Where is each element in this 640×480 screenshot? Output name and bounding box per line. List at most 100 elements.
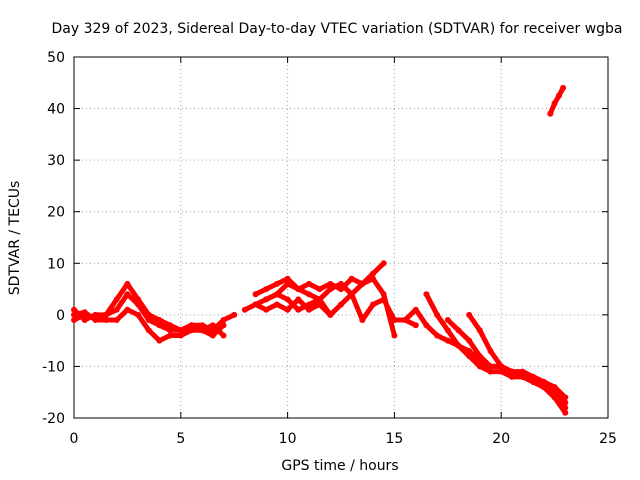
data-point-track-k-9	[562, 394, 569, 401]
data-point-track-g-0	[241, 306, 248, 313]
y-axis-label: SDTVAR / TECUs	[7, 181, 23, 296]
y-tick-label-6: 40	[47, 102, 65, 118]
data-point-track-f-11	[380, 296, 387, 303]
data-point-track-i-7	[498, 368, 505, 375]
data-point-track-i-5	[476, 363, 483, 370]
series-line-track-k	[466, 312, 568, 400]
data-point-track-f-2	[284, 296, 291, 303]
y-tick-label-0: -20	[42, 411, 65, 427]
data-point-track-e-3	[284, 275, 291, 282]
data-point-track-h-4	[434, 332, 441, 339]
data-point-track-b-6	[135, 301, 142, 308]
y-tick-label-5: 30	[47, 153, 65, 169]
data-point-track-c-7	[145, 327, 152, 334]
data-point-track-b-14	[220, 317, 227, 323]
data-point-track-k-2	[487, 348, 494, 354]
x-tick-label-1: 5	[176, 431, 185, 447]
data-point-track-g-7	[316, 301, 323, 308]
plot-frame	[73, 56, 609, 419]
data-point-track-l-2	[555, 92, 562, 99]
data-point-track-e-4	[295, 286, 302, 293]
data-point-track-e-7	[327, 286, 334, 293]
axis-ticks: 0 5 10 15 20 25 -20 -10 0 10 20 30 40 50	[42, 50, 617, 447]
data-point-track-e-8	[338, 280, 344, 287]
x-tick-label-0: 0	[70, 431, 79, 447]
data-point-track-j-9	[540, 384, 547, 391]
y-tick-label-7: 50	[47, 50, 65, 66]
data-point-track-c-6	[135, 311, 142, 318]
data-point-track-f-3	[295, 306, 302, 313]
data-point-track-c-3	[103, 317, 109, 323]
data-point-track-h-3	[423, 322, 430, 329]
data-point-track-e-5	[306, 291, 312, 298]
data-point-track-d-6	[316, 286, 323, 293]
data-point-track-b-4	[113, 306, 120, 313]
data-point-track-h-2	[412, 306, 419, 313]
data-point-track-g-2	[263, 306, 270, 313]
data-point-track-j-4	[487, 363, 494, 370]
data-point-track-g-8	[327, 311, 334, 318]
data-point-track-c-13	[209, 322, 216, 329]
data-point-track-c-10	[177, 332, 184, 339]
data-point-track-k-3	[498, 363, 505, 370]
x-axis-label: GPS time / hours	[281, 458, 398, 474]
data-point-track-k-0	[466, 311, 473, 318]
data-point-track-j-0	[444, 317, 451, 323]
data-point-track-c-0	[71, 311, 77, 318]
data-point-track-d-7	[327, 280, 334, 287]
data-point-track-g-1	[252, 301, 259, 308]
data-series	[71, 84, 569, 416]
data-point-track-b-0	[71, 306, 77, 313]
data-point-track-j-2	[466, 337, 473, 344]
data-point-track-k-5	[519, 368, 526, 375]
data-point-track-k-6	[530, 373, 537, 380]
data-point-track-e-10	[359, 280, 366, 287]
data-point-track-b-7	[145, 317, 152, 323]
data-point-track-i-4	[466, 353, 473, 360]
data-point-track-l-0	[547, 110, 554, 117]
data-point-track-k-1	[476, 327, 483, 334]
data-point-track-c-4	[113, 317, 120, 323]
data-point-track-i-8	[508, 373, 515, 380]
data-point-track-c-1	[81, 309, 88, 316]
data-point-track-h-0	[391, 317, 398, 323]
data-point-track-b-15	[231, 311, 238, 318]
data-point-track-a-0	[71, 317, 77, 323]
x-tick-label-2: 10	[279, 431, 297, 447]
y-tick-label-3: 10	[47, 256, 65, 272]
data-point-track-k-7	[540, 378, 547, 385]
x-tick-label-4: 20	[492, 431, 510, 447]
data-point-track-j-1	[455, 327, 462, 334]
data-point-track-c-2	[92, 317, 99, 323]
data-point-track-k-8	[551, 384, 558, 391]
data-point-track-c-12	[199, 327, 206, 334]
data-point-track-a-5	[124, 280, 131, 287]
x-tick-label-3: 15	[385, 431, 403, 447]
data-point-track-d-5	[306, 280, 312, 287]
data-point-track-e-0	[252, 291, 259, 298]
data-point-track-j-10	[551, 394, 558, 401]
data-point-track-f-9	[359, 317, 366, 323]
data-point-track-a-13	[209, 332, 216, 339]
data-point-track-b-3	[103, 311, 109, 318]
data-point-track-i-0	[423, 291, 430, 298]
data-point-track-k-4	[508, 368, 515, 375]
y-tick-label-4: 20	[47, 205, 65, 221]
data-point-track-i-1	[434, 311, 441, 318]
data-point-track-b-9	[167, 327, 174, 334]
data-point-track-f-1	[273, 291, 280, 298]
data-point-track-e-12	[380, 291, 387, 298]
data-point-track-c-8	[156, 337, 163, 344]
data-point-track-d-11	[370, 270, 376, 277]
data-point-track-c-5	[124, 306, 131, 313]
data-point-track-f-5	[316, 296, 323, 303]
data-point-track-b-1	[81, 317, 88, 323]
data-point-track-b-8	[156, 322, 163, 329]
data-point-track-e-1	[263, 286, 270, 293]
data-point-track-j-11	[562, 409, 569, 416]
y-tick-label-2: 0	[56, 308, 65, 324]
data-point-track-b-5	[124, 291, 131, 298]
data-point-track-b-12	[199, 322, 206, 329]
data-point-track-f-7	[338, 301, 344, 308]
